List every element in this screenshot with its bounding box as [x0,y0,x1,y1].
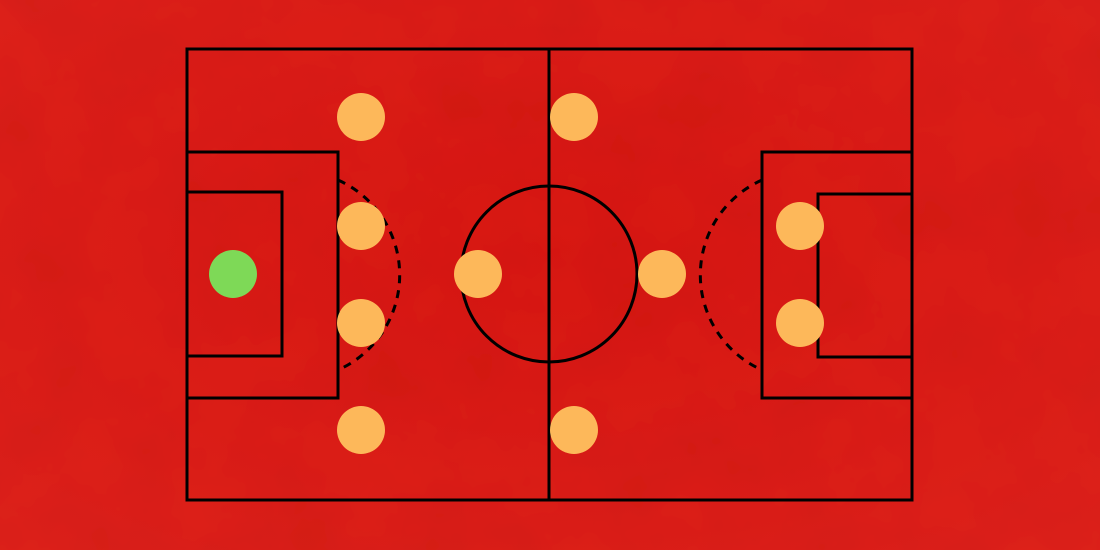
player [550,93,598,141]
player [776,202,824,250]
goalkeeper [209,250,257,298]
players [209,93,824,454]
left-goal-box [185,190,284,358]
right-penalty-arc [698,178,763,372]
player [550,406,598,454]
player [337,202,385,250]
player [638,250,686,298]
player [337,93,385,141]
left-penalty-arc [337,178,402,372]
player [337,406,385,454]
right-goal-box [816,192,914,359]
pitch [185,47,914,502]
player [454,250,502,298]
player [337,299,385,347]
player [776,299,824,347]
